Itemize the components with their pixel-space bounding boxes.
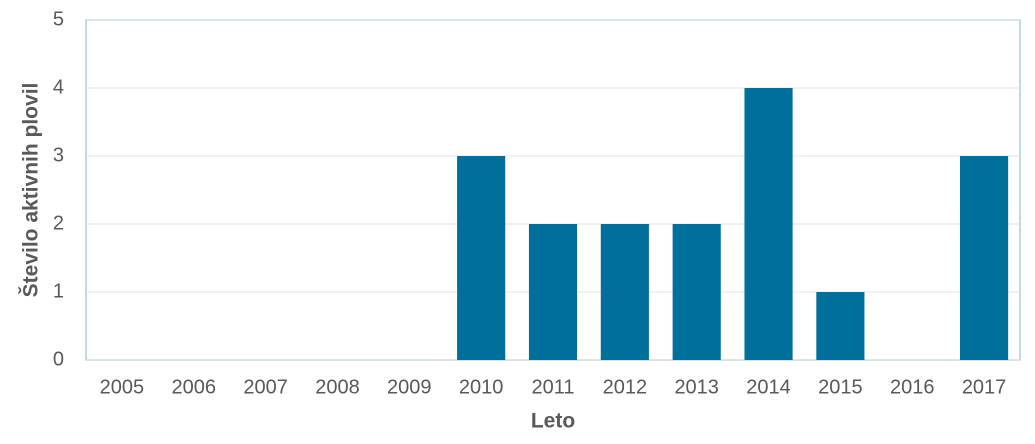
bar: [816, 292, 865, 360]
bar: [960, 156, 1009, 360]
y-tick-label: 3: [53, 144, 64, 166]
bar: [600, 224, 649, 360]
x-tick-label: 2016: [890, 376, 935, 398]
y-tick-label: 5: [53, 8, 64, 30]
x-tick-label: 2013: [674, 376, 719, 398]
x-tick-label: 2012: [603, 376, 648, 398]
x-axis-title: Leto: [531, 410, 575, 433]
x-tick-label: 2008: [315, 376, 360, 398]
y-tick-label: 1: [53, 280, 64, 302]
bar: [457, 156, 506, 360]
bar: [528, 224, 578, 360]
x-tick-label: 2007: [243, 376, 288, 398]
x-tick-label: 2017: [962, 376, 1007, 398]
y-tick-label: 0: [53, 348, 64, 370]
x-tick-label: 2005: [100, 376, 145, 398]
bar: [672, 224, 721, 360]
x-tick-label: 2009: [387, 376, 432, 398]
x-tick-label: 2011: [531, 376, 574, 398]
y-axis-title: Število aktivnih plovil: [19, 83, 43, 298]
bar: [744, 88, 793, 360]
x-tick-label: 2015: [818, 376, 863, 398]
x-tick-label: 2014: [746, 376, 791, 398]
x-tick-label: 2010: [459, 376, 504, 398]
x-tick-label: 2006: [172, 376, 217, 398]
y-tick-label: 4: [53, 76, 64, 98]
y-tick-label: 2: [53, 212, 64, 234]
